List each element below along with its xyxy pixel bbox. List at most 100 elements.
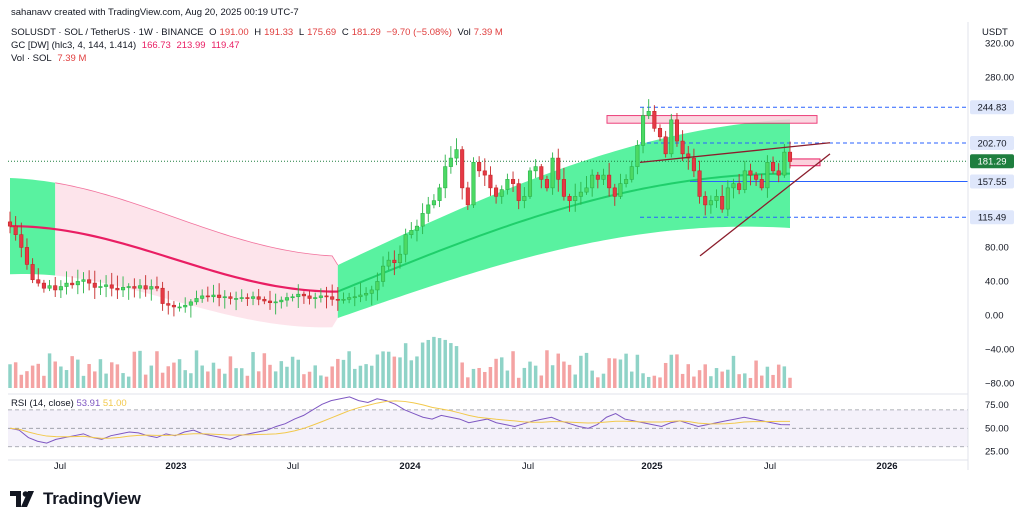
candle-body [149, 286, 154, 290]
candle-body [205, 295, 210, 298]
axis-unit-label: USDT [982, 27, 1008, 38]
volume-bar [290, 356, 295, 388]
volume-bar [206, 371, 210, 388]
volume-bar [748, 377, 753, 388]
volume-bar [629, 371, 634, 388]
rsi-legend[interactable]: RSI (14, close) 53.91 51.00 [11, 398, 127, 409]
volume-bar [714, 368, 719, 388]
candle-body [680, 140, 685, 155]
candle-body [550, 157, 555, 189]
gc-indicator-legend[interactable]: GC [DW] (hlc3, 4, 144, 1.414) 166.73 213… [11, 40, 243, 52]
candle-body [171, 304, 176, 308]
candle-body [318, 295, 323, 298]
candle-body [347, 297, 352, 300]
tradingview-logo-text: TradingView [43, 489, 141, 508]
rsi-tick-label: 50.00 [985, 423, 1009, 434]
candle-body [448, 157, 453, 167]
candle-body [313, 297, 318, 299]
candle-body [41, 282, 46, 289]
candle-body [499, 189, 504, 197]
volume-bar [511, 351, 515, 388]
volume-bar [239, 368, 244, 388]
candle-body [742, 170, 747, 190]
rsi-tick-label: 75.00 [985, 400, 1009, 411]
candle-body [143, 285, 148, 290]
resistance-zone [606, 115, 818, 124]
main-price-pane[interactable] [7, 99, 968, 388]
candle-body [748, 170, 753, 176]
candle-body [426, 204, 431, 214]
candle-body [527, 170, 533, 197]
volume-bar [398, 357, 402, 388]
volume-bar [336, 358, 340, 388]
volume-bar [392, 356, 397, 388]
volume-bar [658, 377, 662, 388]
rsi-pane[interactable] [8, 396, 968, 448]
volume-bar [234, 368, 238, 388]
candle-body [561, 179, 566, 197]
volume-bar [726, 369, 730, 388]
candle-body [477, 162, 482, 172]
volume-bar [754, 360, 758, 388]
volume-bar [556, 353, 561, 388]
candle-body [256, 296, 261, 300]
candle-body [460, 149, 465, 189]
volume-bar [256, 371, 261, 388]
volume-bar [788, 377, 792, 388]
y-tick-label: −40.00 [985, 344, 1014, 355]
candle-body [697, 170, 702, 197]
candle-body [624, 179, 629, 184]
candle-body [296, 293, 301, 298]
tradingview-logo[interactable]: TradingView [10, 489, 141, 509]
volume-bar [183, 370, 187, 388]
candle-body [132, 286, 137, 289]
volume-bar [25, 371, 29, 388]
candle-body [279, 299, 284, 303]
candle-body [392, 259, 397, 264]
candle-body [674, 119, 679, 142]
volume-bar [375, 354, 380, 388]
candle-body [284, 297, 289, 301]
volume-bar [759, 375, 764, 388]
candle-body [358, 294, 363, 298]
candle-body [516, 183, 521, 201]
candle-body [657, 128, 663, 138]
candle-body [409, 230, 414, 235]
volume-bar [618, 359, 623, 388]
candle-body [465, 187, 470, 206]
candle-body [126, 286, 131, 288]
volume-bar [251, 352, 255, 388]
candle-body [239, 297, 244, 299]
volume-bar [155, 351, 159, 388]
volume-legend[interactable]: Vol · SOL 7.39 M [11, 53, 89, 65]
price-level-badge [970, 154, 1014, 169]
candle-body [228, 296, 233, 299]
candle-body [301, 293, 306, 297]
volume-bar [483, 371, 487, 388]
candle-body [234, 298, 239, 300]
close-value: 181.29 [351, 27, 381, 38]
candle-body [573, 196, 578, 201]
price-level-label: 202.70 [977, 139, 1006, 150]
volume-bar [550, 365, 555, 388]
volume-bar [347, 351, 351, 388]
volume-bar [353, 368, 357, 388]
candle-body [782, 151, 787, 176]
candle-body [324, 295, 329, 298]
candle-body [482, 170, 487, 176]
volume-bar [160, 372, 165, 388]
candle-body [771, 162, 776, 172]
volume-bar [607, 358, 611, 388]
gc-basis-bear [9, 225, 338, 293]
x-tick-label: Jul [522, 461, 534, 472]
symbol-label: SOLUSDT · SOL / TetherUS · 1W · BINANCE [11, 27, 204, 38]
volume-bar [403, 343, 408, 388]
candle-body [211, 294, 216, 298]
candle-body [341, 298, 346, 301]
candle-body [556, 157, 561, 180]
candle-body [81, 279, 86, 282]
volume-bar [432, 336, 436, 388]
x-tick-label: 2026 [876, 461, 897, 472]
volume-bar [324, 376, 329, 388]
